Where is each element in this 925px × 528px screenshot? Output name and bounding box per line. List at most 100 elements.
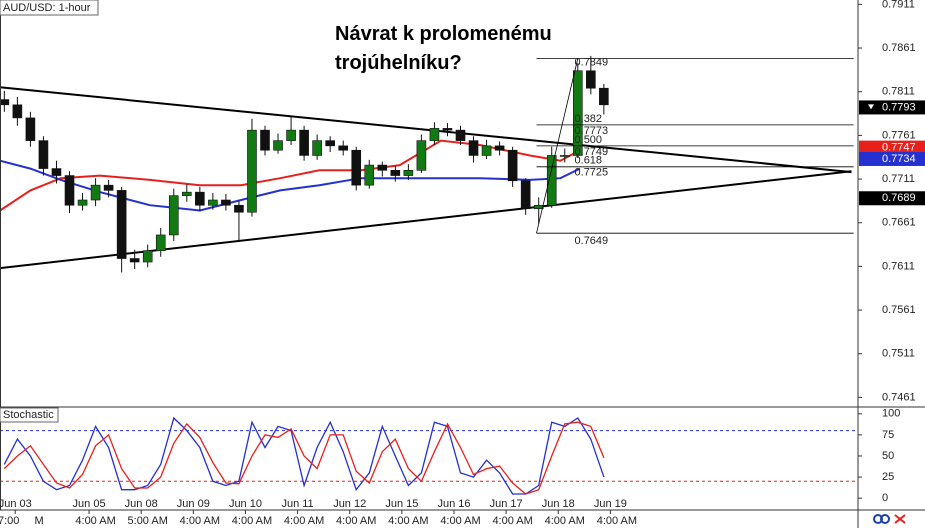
candle-body	[51, 168, 62, 176]
candle-body	[155, 234, 166, 251]
candle-body	[455, 129, 466, 141]
candle-body	[364, 164, 375, 186]
y-tick-label: 0.7561	[882, 304, 916, 316]
stoch-line	[3, 421, 605, 495]
y-tick-label: 0.7661	[882, 217, 916, 229]
y-tick-label: 0.7461	[882, 391, 916, 403]
y-tick-label: 100	[882, 408, 900, 420]
moving-average	[0, 139, 581, 212]
y-tick-label: 0.7761	[882, 129, 916, 141]
candle-body	[221, 199, 231, 206]
candle-body	[325, 140, 335, 147]
candle-body	[90, 184, 101, 201]
candle-body	[234, 204, 244, 213]
fib-value-label: 0.7649	[575, 235, 609, 247]
candle-body	[299, 129, 309, 156]
stochastic-panel	[0, 416, 858, 495]
price-tag	[859, 151, 925, 166]
candle-body	[77, 199, 88, 206]
fib-ratio-label: 0.500	[575, 134, 603, 146]
x-tick-label: Jun 18	[542, 498, 575, 510]
price-tag-label: 0.7734	[882, 153, 916, 165]
price-tag-label: 0.7793	[882, 101, 916, 113]
x-tick-label: Jun 17	[490, 498, 523, 510]
annotation: Návrat k prolomenému	[335, 23, 552, 45]
x-tick-label: Jun 08	[125, 498, 158, 510]
fib-value-label: 0.7749	[575, 146, 609, 158]
candle-body	[390, 170, 401, 176]
candle-body	[429, 128, 440, 141]
x-tick-label: Jun 09	[177, 498, 210, 510]
candle-body	[507, 149, 518, 182]
candle-body	[416, 140, 427, 171]
candle-body	[25, 117, 36, 141]
candle-body	[351, 149, 362, 186]
x-tick-label: Jun 03	[0, 498, 32, 510]
candle-body	[260, 129, 270, 151]
candle-body	[142, 250, 153, 263]
y-tick-label: 25	[882, 471, 894, 483]
candle-body	[442, 128, 453, 131]
x-tick-label: 4:00 AM	[284, 515, 324, 527]
indicator-title: Stochastic	[3, 409, 54, 421]
x-tick-label: 4:00 AM	[232, 515, 272, 527]
candle-body	[533, 204, 544, 210]
x-tick-label: 5:00 AM	[128, 515, 168, 527]
x-tick-label: 4:00 AM	[388, 515, 428, 527]
fib-ratio-label: 0.618	[575, 155, 603, 167]
candle-body	[586, 70, 596, 89]
candle-body	[168, 195, 179, 236]
x-tick-label: 4:00 AM	[180, 515, 220, 527]
y-tick-label: 0.7811	[882, 86, 915, 98]
y-tick-label: 50	[882, 450, 894, 462]
x-tick-label: 4:00 AM	[75, 515, 115, 527]
y-tick-label: 0.7861	[882, 42, 916, 54]
candle-body	[403, 170, 414, 176]
candle-body	[12, 104, 23, 119]
candle-body	[520, 180, 531, 210]
candle-body	[481, 145, 492, 156]
y-tick-label: 75	[882, 429, 894, 441]
close-icon[interactable]	[894, 514, 906, 524]
candle-body	[494, 145, 505, 151]
candle-body	[599, 87, 609, 106]
candle-body	[559, 155, 570, 157]
trendline	[0, 86, 852, 174]
y-tick-label: 0.7511	[882, 348, 915, 360]
indicator-box	[0, 407, 59, 423]
x-tick-label: Jun 15	[385, 498, 418, 510]
x-tick-label: M	[35, 515, 44, 527]
link-icon[interactable]	[880, 514, 890, 524]
fib-value-label: 0.7773	[575, 125, 609, 137]
candle-body	[38, 140, 49, 169]
fib-value-label: 0.7849	[575, 56, 609, 68]
candle-body	[182, 191, 192, 196]
fib-value-label: 0.7725	[575, 167, 609, 179]
x-tick-label: Jun 11	[281, 498, 313, 510]
price-tag	[859, 100, 925, 115]
x-tick-label: Jun 16	[437, 498, 470, 510]
chart-title: AUD/USD: 1-hour	[3, 2, 91, 14]
x-tick-label: Jun 05	[73, 498, 106, 510]
candle-body	[546, 155, 557, 206]
toolbar-icons	[873, 514, 906, 524]
x-tick-label: 4:00 AM	[336, 515, 376, 527]
x-tick-label: 7:00	[0, 515, 19, 527]
x-tick-label: Jun 19	[594, 498, 627, 510]
trendline	[0, 170, 852, 270]
stoch-line	[3, 416, 605, 495]
candle-body	[312, 140, 322, 156]
moving-average	[0, 159, 581, 212]
y-tick-label: 0.7911	[882, 0, 915, 10]
y-tick-label: 0.7711	[882, 173, 915, 185]
price-tag-label: 0.7747	[882, 142, 916, 154]
candle-body	[195, 191, 205, 206]
x-tick-label: 4:00 AM	[545, 515, 585, 527]
candle-body	[0, 99, 10, 106]
candle-body	[129, 258, 140, 263]
fib-ratio-label: 0.382	[575, 113, 603, 125]
